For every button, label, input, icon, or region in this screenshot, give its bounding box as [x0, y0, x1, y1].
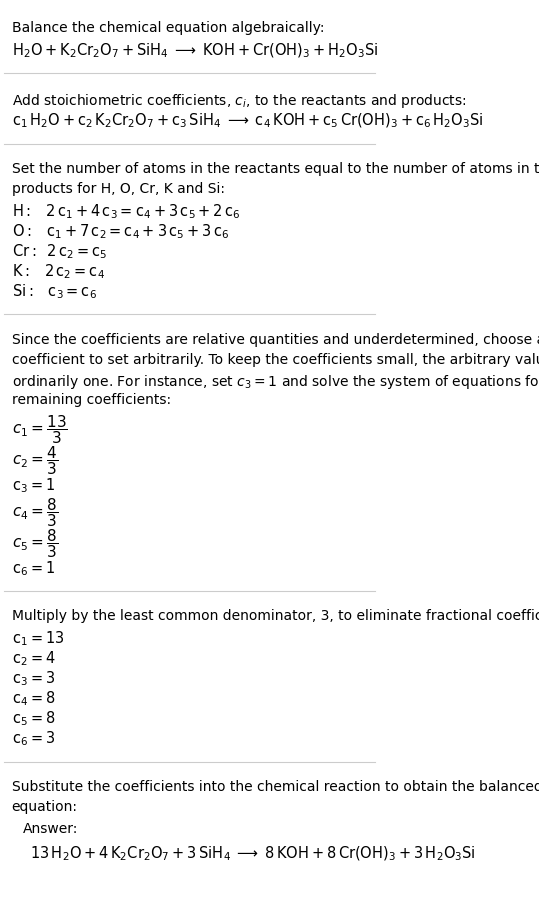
Text: $\mathregular{c_3 = 3}$: $\mathregular{c_3 = 3}$ — [12, 670, 55, 688]
Text: products for H, O, Cr, K and Si:: products for H, O, Cr, K and Si: — [12, 182, 225, 196]
Text: equation:: equation: — [12, 800, 78, 814]
Text: $\mathregular{Si:\;\;\; c_3 = c_6}$: $\mathregular{Si:\;\;\; c_3 = c_6}$ — [12, 283, 96, 301]
Text: Balance the chemical equation algebraically:: Balance the chemical equation algebraica… — [12, 22, 324, 35]
Text: Add stoichiometric coefficients, $c_i$, to the reactants and products:: Add stoichiometric coefficients, $c_i$, … — [12, 92, 466, 110]
Text: $c_5 = \dfrac{8}{3}$: $c_5 = \dfrac{8}{3}$ — [12, 527, 58, 560]
Text: $c_2 = \dfrac{4}{3}$: $c_2 = \dfrac{4}{3}$ — [12, 445, 58, 477]
Text: remaining coefficients:: remaining coefficients: — [12, 392, 171, 407]
Text: $\mathregular{K:\;\;\; 2\,c_2 = c_4}$: $\mathregular{K:\;\;\; 2\,c_2 = c_4}$ — [12, 262, 105, 281]
Text: $\mathregular{c_1 = 13}$: $\mathregular{c_1 = 13}$ — [12, 629, 64, 648]
Text: $\mathregular{c_4 = 8}$: $\mathregular{c_4 = 8}$ — [12, 689, 55, 708]
Text: Multiply by the least common denominator, 3, to eliminate fractional coefficient: Multiply by the least common denominator… — [12, 609, 539, 624]
Text: $c_4 = \dfrac{8}{3}$: $c_4 = \dfrac{8}{3}$ — [12, 496, 58, 528]
Text: Since the coefficients are relative quantities and underdetermined, choose a: Since the coefficients are relative quan… — [12, 333, 539, 346]
Text: $\mathregular{c_3 = 1}$: $\mathregular{c_3 = 1}$ — [12, 476, 54, 495]
Text: $\mathregular{O:\;\;\; c_1 + 7\,c_2 = c_4 + 3\,c_5 + 3\,c_6}$: $\mathregular{O:\;\;\; c_1 + 7\,c_2 = c_… — [12, 222, 229, 241]
Text: $\mathregular{13\,H_2O + 4\,K_2Cr_2O_7 + 3\,SiH_4 \;\longrightarrow\; 8\,KOH + 8: $\mathregular{13\,H_2O + 4\,K_2Cr_2O_7 +… — [30, 844, 476, 863]
Text: $\mathregular{c_2 = 4}$: $\mathregular{c_2 = 4}$ — [12, 650, 55, 668]
Text: $\mathregular{c_1\,H_2O + c_2\,K_2Cr_2O_7 + c_3\,SiH_4 \;\longrightarrow\; c_4\,: $\mathregular{c_1\,H_2O + c_2\,K_2Cr_2O_… — [12, 112, 483, 130]
Text: Set the number of atoms in the reactants equal to the number of atoms in the: Set the number of atoms in the reactants… — [12, 162, 539, 176]
Text: coefficient to set arbitrarily. To keep the coefficients small, the arbitrary va: coefficient to set arbitrarily. To keep … — [12, 353, 539, 366]
Text: $\mathregular{c_5 = 8}$: $\mathregular{c_5 = 8}$ — [12, 709, 55, 728]
Text: $c_1 = \dfrac{13}{3}$: $c_1 = \dfrac{13}{3}$ — [12, 413, 67, 446]
Text: Substitute the coefficients into the chemical reaction to obtain the balanced: Substitute the coefficients into the che… — [12, 780, 539, 794]
Text: $\mathregular{H:\;\;\; 2\,c_1 + 4\,c_3 = c_4 + 3\,c_5 + 2\,c_6}$: $\mathregular{H:\;\;\; 2\,c_1 + 4\,c_3 =… — [12, 202, 240, 220]
FancyBboxPatch shape — [9, 810, 371, 892]
Text: ordinarily one. For instance, set $c_3 = 1$ and solve the system of equations fo: ordinarily one. For instance, set $c_3 =… — [12, 373, 539, 391]
Text: Answer:: Answer: — [23, 823, 78, 836]
Text: $\mathregular{c_6 = 3}$: $\mathregular{c_6 = 3}$ — [12, 730, 55, 748]
Text: $\mathregular{c_6 = 1}$: $\mathregular{c_6 = 1}$ — [12, 559, 54, 578]
Text: $\mathregular{Cr:\;\; 2\,c_2 = c_5}$: $\mathregular{Cr:\;\; 2\,c_2 = c_5}$ — [12, 242, 107, 261]
Text: $\mathregular{H_2O + K_2Cr_2O_7 + SiH_4 \;\longrightarrow\; KOH + Cr(OH)_3 + H_2: $\mathregular{H_2O + K_2Cr_2O_7 + SiH_4 … — [12, 41, 378, 59]
